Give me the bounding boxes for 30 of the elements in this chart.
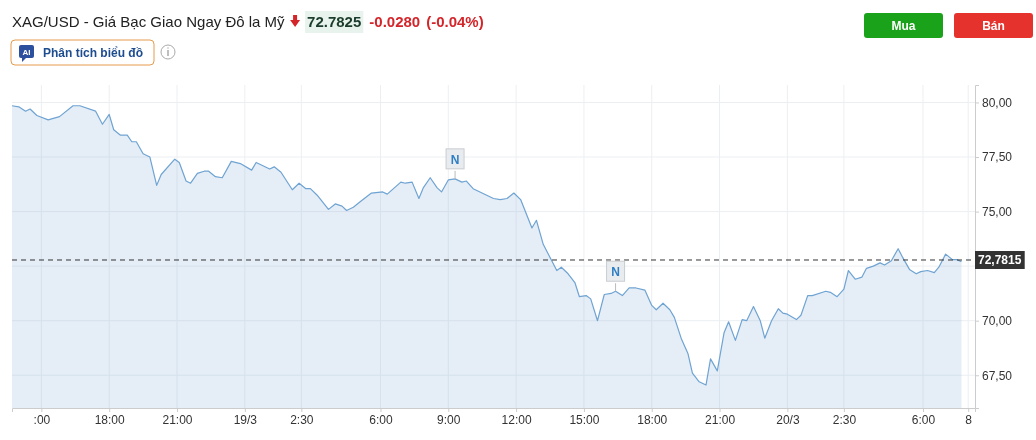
text: 72.7825 [307, 13, 362, 30]
chart-title: XAG/USD - Giá Bạc Giao Ngay Đô la Mỹ [12, 13, 286, 30]
x-tick-label: 2:30 [290, 412, 314, 427]
x-tick-label: 8 [965, 412, 973, 427]
y-tick-label: 67,50 [982, 368, 1013, 383]
x-tick-label: :00 [33, 412, 51, 427]
x-tick-label: 18:00 [637, 412, 668, 427]
text: Mua [891, 19, 916, 33]
x-tick-label: 21:00 [705, 412, 736, 427]
text: -0.0280 [369, 13, 421, 30]
x-tick-label: 20/3 [776, 412, 800, 427]
x-tick-label: 2:30 [832, 412, 857, 427]
text: (-0.04%) [426, 13, 484, 30]
ref-line-label: 72,7815 [978, 253, 1022, 268]
y-tick-label: 70,00 [982, 314, 1013, 329]
annotation: N [611, 265, 620, 280]
y-tick-label: 77,50 [982, 150, 1013, 165]
x-tick-label: 9:00 [437, 412, 461, 427]
y-tick-label: 80,00 [982, 95, 1013, 110]
x-tick-label: 12:00 [501, 412, 532, 427]
y-tick-label: 75,00 [982, 204, 1013, 219]
text: Phân tích biểu đồ [43, 46, 144, 60]
x-tick-label: 18:00 [94, 412, 126, 427]
x-tick-label: 19/3 [233, 412, 258, 427]
text: Bán [982, 19, 1005, 33]
x-tick-label: 6:00 [911, 412, 936, 427]
x-tick-label: 6:00 [369, 412, 393, 427]
x-tick-label: 15:00 [569, 412, 600, 427]
x-tick-label: 21:00 [162, 412, 193, 427]
annotation: N [450, 152, 460, 167]
